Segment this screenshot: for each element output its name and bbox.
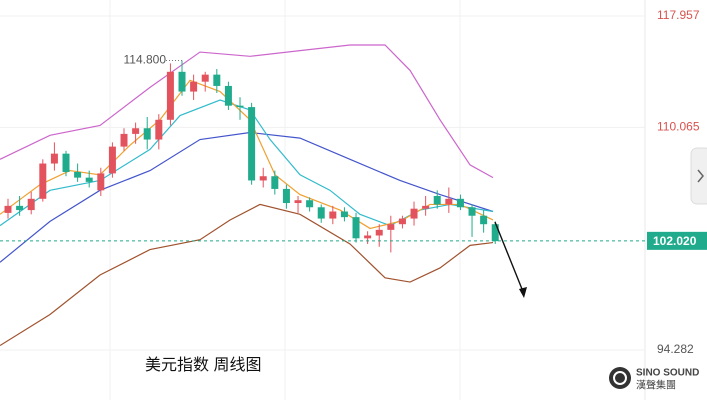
y-tick-label: 117.957	[657, 8, 700, 22]
candle-body	[85, 177, 93, 182]
y-tick-label: 94.282	[657, 342, 694, 356]
candle-body	[143, 128, 151, 140]
candle-body	[27, 198, 35, 211]
overlay-line	[0, 203, 494, 347]
candle-body	[178, 71, 186, 92]
candle-body	[190, 81, 198, 92]
candle-body	[62, 153, 70, 172]
candle-body	[491, 224, 499, 242]
chevron[interactable]	[697, 169, 704, 183]
candle-body	[74, 171, 82, 178]
overlay-line	[0, 131, 494, 263]
candle-body	[375, 229, 383, 236]
candle-body	[352, 217, 360, 239]
candle-body	[248, 107, 256, 181]
candle-body	[445, 198, 453, 205]
candle-body	[294, 200, 302, 204]
logo: SINO SOUND 漢聲集團	[609, 367, 699, 392]
candle-body	[398, 218, 406, 225]
candle-body	[236, 105, 244, 108]
candle-body	[259, 176, 267, 181]
candle-body	[224, 85, 232, 106]
trend-arrow	[494, 221, 525, 295]
candle-body	[468, 207, 476, 216]
last-price-label: 102.020	[653, 234, 697, 248]
candle-body	[456, 198, 464, 208]
candle-body	[16, 205, 24, 211]
logo-subtitle: 漢聲集團	[636, 379, 676, 392]
candle-body	[422, 205, 430, 209]
candle-body	[213, 74, 221, 86]
last-price-tag	[647, 231, 707, 250]
candle-body	[39, 163, 47, 199]
candle-body	[120, 133, 128, 147]
candle-body	[4, 205, 12, 213]
candle-body	[340, 211, 348, 218]
logo-icon	[609, 367, 631, 389]
logo-name: SINO SOUND	[636, 368, 699, 379]
overlay-line	[0, 44, 494, 179]
candle-body	[329, 211, 337, 219]
plot: 114.800	[0, 15, 645, 351]
annotation-label: 114.800	[124, 53, 167, 67]
y-tick-label: 110.065	[657, 120, 700, 134]
scroll-button-bg[interactable]	[690, 147, 707, 205]
candle-body	[271, 176, 279, 189]
arrow-head	[519, 287, 527, 298]
candle-body	[433, 195, 441, 205]
scroll-button[interactable]	[690, 147, 707, 205]
chart-title: 美元指数 周线图	[145, 356, 261, 374]
candle-body	[108, 146, 116, 174]
logo-icon-inner	[613, 371, 627, 385]
candle-body	[410, 208, 418, 219]
candle-body	[50, 153, 58, 164]
candle-body	[480, 215, 488, 225]
candle-body	[132, 128, 140, 134]
candle-body	[282, 188, 290, 204]
candle-body	[166, 71, 174, 120]
candle-body	[306, 200, 314, 208]
candle-body	[364, 235, 372, 239]
candle-body	[317, 207, 325, 219]
candle-body	[387, 224, 395, 230]
candle-body	[97, 173, 105, 191]
candle-body	[155, 119, 163, 140]
candle-body	[201, 74, 209, 82]
